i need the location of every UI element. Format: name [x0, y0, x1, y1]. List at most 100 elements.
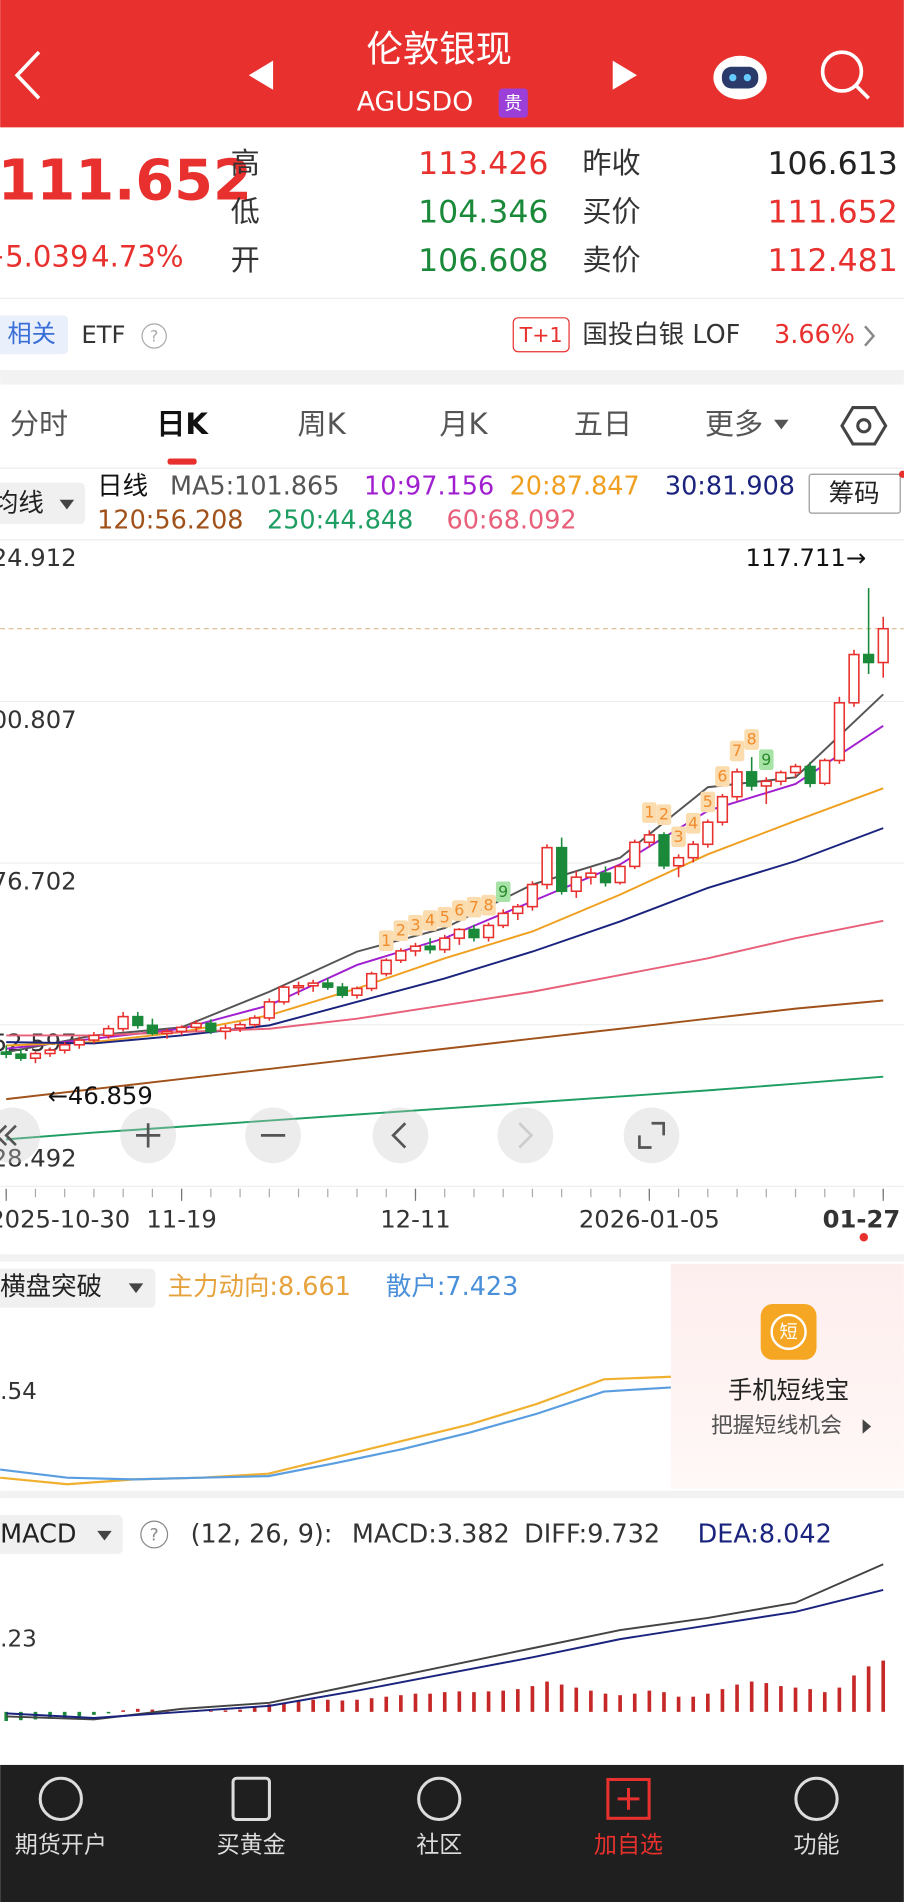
macd-line	[6, 1588, 884, 1719]
macd-bar	[472, 1692, 476, 1712]
indicator-line	[0, 1386, 672, 1481]
chart-control-icon	[518, 1122, 534, 1149]
promo-title: 手机短线宝	[728, 1375, 849, 1404]
candle-body	[862, 653, 875, 664]
td-label: 6	[717, 767, 727, 786]
nav-bar	[0, 1764, 904, 1902]
ma-button[interactable]	[0, 482, 86, 525]
current-dot	[859, 1233, 869, 1242]
td-label: 5	[703, 792, 713, 811]
macd-bar	[486, 1691, 491, 1712]
nav-label[interactable]: 期货开户	[15, 1833, 107, 1859]
macd-bar	[106, 1711, 111, 1714]
macd-bar	[355, 1699, 359, 1712]
chip-button[interactable]	[808, 473, 901, 514]
td-badge	[685, 813, 701, 834]
td-badge	[452, 900, 467, 921]
quote-label: 开	[231, 243, 260, 277]
back-icon[interactable]	[14, 50, 41, 100]
y-tick-label: 28.492	[0, 1144, 77, 1173]
td-badge	[466, 896, 482, 918]
macd-params: (12, 26, 9):	[191, 1520, 333, 1550]
tab[interactable]: 分时	[10, 407, 68, 441]
candle-body	[175, 1026, 188, 1033]
ma-legend: 60:68.092	[447, 506, 577, 536]
chart-control[interactable]	[0, 1107, 41, 1164]
candle-body	[73, 1039, 85, 1046]
macd-name: MACD	[0, 1520, 76, 1550]
macd-bar	[135, 1708, 140, 1712]
td-badge	[656, 804, 672, 825]
nav-label[interactable]: 买黄金	[217, 1833, 286, 1859]
candle-body	[0, 1051, 12, 1055]
tab[interactable]: 周K	[297, 407, 346, 441]
nav-icon[interactable]	[794, 1776, 839, 1822]
nav-label[interactable]: 社区	[416, 1833, 462, 1859]
chart-control[interactable]	[623, 1107, 680, 1164]
nav-icon[interactable]	[417, 1776, 462, 1822]
y-tick-label: 100.807	[0, 705, 77, 734]
x-tick-label: 12-11	[380, 1204, 450, 1233]
fund-pct: 3.66%	[774, 320, 855, 350]
macd-bar	[325, 1699, 330, 1712]
macd-button[interactable]	[0, 1515, 123, 1554]
macd-bar	[866, 1666, 871, 1712]
candle-body	[59, 1043, 71, 1051]
indicator-button[interactable]	[0, 1268, 156, 1308]
td-label: 8	[747, 730, 757, 749]
td-label: 7	[732, 741, 742, 760]
chart-control[interactable]	[497, 1107, 554, 1164]
chart-control-icon	[0, 1124, 17, 1147]
macd-bar	[545, 1681, 549, 1712]
macd-bar	[413, 1693, 418, 1712]
prev-icon[interactable]	[248, 60, 274, 90]
settings-dot	[856, 418, 872, 434]
next-icon[interactable]	[612, 60, 637, 90]
candle-body	[731, 771, 743, 798]
promo-sub: 把握短线机会	[711, 1414, 842, 1439]
tab[interactable]: 日K	[156, 407, 209, 441]
settings-icon[interactable]	[840, 406, 888, 446]
chart-control[interactable]	[372, 1107, 429, 1164]
quote-label: 低	[231, 194, 260, 228]
candle-body	[702, 821, 714, 846]
candle-body	[409, 945, 422, 952]
ma-button-text: 均线	[0, 489, 44, 519]
indicator-tick: .54	[0, 1379, 37, 1405]
help-icon[interactable]	[141, 323, 167, 349]
nav-icon[interactable]	[606, 1777, 651, 1820]
quote-value: 106.608	[418, 243, 548, 279]
help-icon[interactable]	[140, 1520, 169, 1549]
nav-label[interactable]: 加自选	[594, 1833, 663, 1859]
promo-card[interactable]	[670, 1263, 904, 1489]
macd-bar	[369, 1698, 374, 1712]
last-price: 111.652	[0, 149, 252, 214]
promo-caret	[862, 1419, 872, 1434]
td-badge	[378, 930, 394, 952]
candle-body	[351, 987, 363, 996]
candle-body	[102, 1027, 115, 1037]
y-tick-label: 124.912	[0, 543, 77, 572]
tab[interactable]: 更多	[705, 407, 763, 441]
candle-body	[746, 771, 758, 787]
tab[interactable]: 五日	[574, 407, 632, 441]
candle-body	[556, 846, 568, 893]
candle-body	[29, 1052, 42, 1059]
t1-badge	[512, 317, 570, 353]
macd-bar	[574, 1687, 579, 1712]
nav-label[interactable]: 功能	[793, 1833, 839, 1859]
td-badge	[744, 729, 759, 750]
candle-body	[497, 912, 509, 927]
macd-bar	[691, 1696, 696, 1712]
macd-bar	[808, 1689, 812, 1712]
ma-legend: MA5:101.865	[170, 472, 340, 502]
search-icon[interactable]	[820, 50, 864, 93]
ma-legend: 10:97.156	[364, 472, 494, 502]
candle-body	[380, 959, 392, 975]
tab[interactable]: 月K	[439, 407, 488, 441]
nav-icon[interactable]	[38, 1776, 83, 1822]
robot-face	[721, 66, 759, 89]
candle-body	[439, 937, 451, 951]
nav-icon[interactable]	[231, 1776, 271, 1822]
macd-bar	[384, 1696, 389, 1712]
